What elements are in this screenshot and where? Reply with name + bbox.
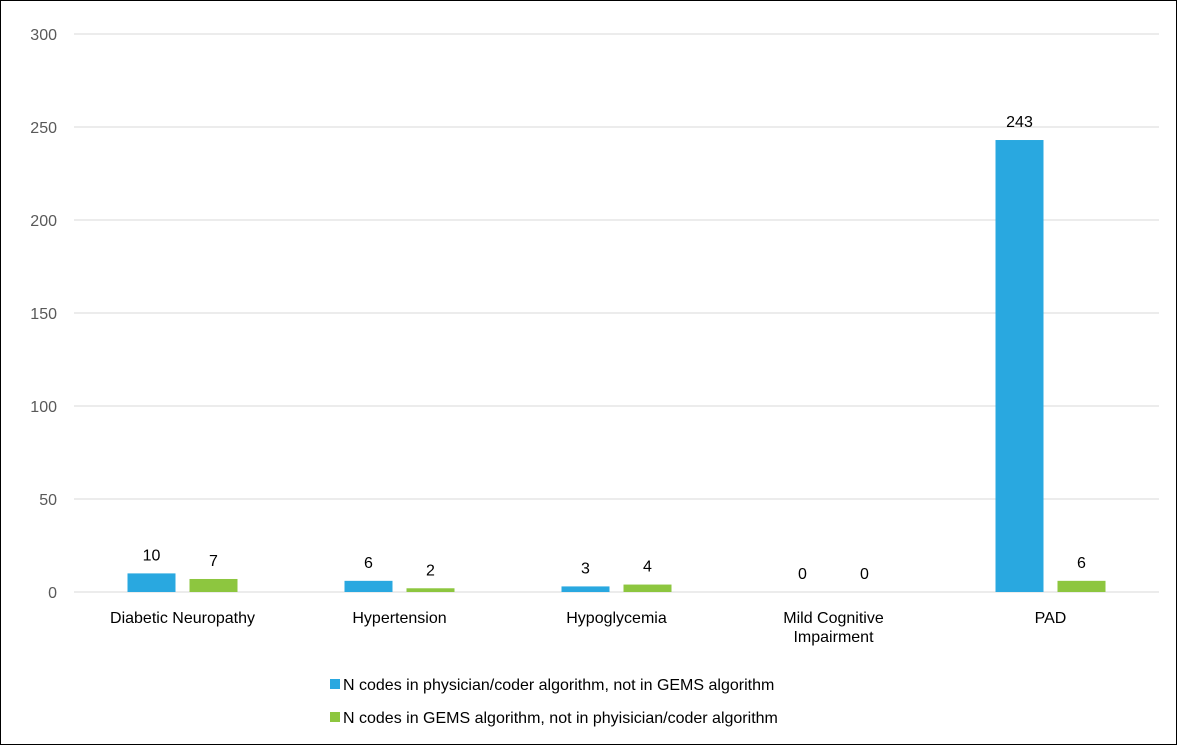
data-label: 4	[643, 559, 652, 576]
legend-label: N codes in physician/coder algorithm, no…	[343, 677, 774, 694]
x-category-label: Mild Cognitive	[783, 610, 884, 627]
legend-label: N codes in GEMS algorithm, not in phyisi…	[343, 710, 778, 727]
bar-series-2	[190, 579, 238, 592]
y-tick-label: 150	[30, 306, 57, 323]
bar-series-1	[562, 586, 610, 592]
legend-swatch	[330, 679, 340, 689]
y-axis-tick-labels: 0 50 100 150 200 250 300	[30, 27, 57, 602]
bar-series-2	[624, 585, 672, 592]
bar-series-2	[1058, 581, 1106, 592]
data-label: 6	[364, 555, 373, 572]
data-label: 3	[581, 560, 590, 577]
data-label: 6	[1077, 555, 1086, 572]
data-label: 2	[426, 562, 435, 579]
x-category-label: Hypoglycemia	[566, 610, 667, 627]
bar-series-1	[996, 140, 1044, 592]
x-axis-category-labels: Diabetic Neuropathy Hypertension Hypoglyce…	[110, 610, 1066, 646]
bars	[128, 140, 1106, 592]
data-label: 10	[143, 547, 161, 564]
data-labels: 10 7 6 2 3 4 0 0 243 6	[143, 114, 1086, 583]
bar-series-2	[407, 588, 455, 592]
legend-swatch	[330, 712, 340, 722]
legend: N codes in physician/coder algorithm, no…	[330, 677, 778, 727]
bar-series-1	[345, 581, 393, 592]
data-label: 0	[798, 566, 807, 583]
bar-series-1	[128, 573, 176, 592]
x-category-label: Hypertension	[352, 610, 446, 627]
x-category-label: Diabetic Neuropathy	[110, 610, 255, 627]
x-category-label: Impairment	[793, 629, 874, 646]
y-tick-label: 250	[30, 120, 57, 137]
y-tick-label: 0	[48, 585, 57, 602]
data-label: 243	[1006, 114, 1033, 131]
data-label: 7	[209, 553, 218, 570]
x-category-label: PAD	[1035, 610, 1067, 627]
y-tick-label: 300	[30, 27, 57, 44]
y-tick-label: 50	[39, 492, 57, 509]
y-tick-label: 100	[30, 399, 57, 416]
data-label: 0	[860, 566, 869, 583]
y-tick-label: 200	[30, 213, 57, 230]
